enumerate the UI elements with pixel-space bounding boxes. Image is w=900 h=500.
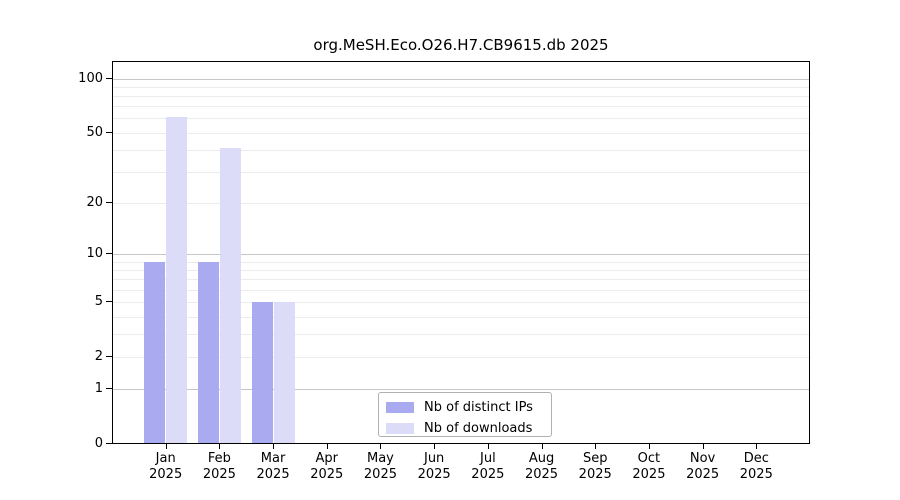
x-tick-label-Jan: Jan 2025 [139, 451, 193, 483]
x-tick-label-Apr: Apr 2025 [300, 451, 354, 483]
gridline-y-60 [113, 118, 809, 120]
legend-swatch-downloads [386, 422, 414, 434]
bar-downloads-Feb [219, 148, 241, 443]
x-tick-label-Aug: Aug 2025 [515, 451, 569, 483]
x-tick-mark-May [380, 444, 382, 449]
y-tick-label-10: 10 [86, 246, 103, 262]
legend-swatch-distinct-ips [386, 401, 414, 413]
x-tick-year: 2025 [149, 467, 183, 482]
x-tick-year: 2025 [417, 467, 451, 482]
x-tick-year: 2025 [686, 467, 720, 482]
y-tick-mark-20 [106, 201, 112, 203]
y-tick-mark-1 [106, 388, 112, 390]
y-tick-label-20: 20 [86, 194, 103, 210]
gridline-y-2 [113, 356, 809, 358]
gridline-y-40 [113, 149, 809, 151]
gridline-y-90 [113, 86, 809, 88]
x-tick-year: 2025 [578, 467, 612, 482]
x-tick-mark-Jul [487, 444, 489, 449]
gridline-y-70 [113, 106, 809, 108]
gridline-y-80 [113, 95, 809, 97]
x-tick-year: 2025 [363, 467, 397, 482]
x-tick-mark-Jun [434, 444, 436, 449]
x-tick-month: Jul [480, 451, 496, 466]
x-tick-mark-Sep [595, 444, 597, 449]
x-tick-month: Apr [315, 451, 339, 466]
x-tick-year: 2025 [524, 467, 559, 482]
x-tick-year: 2025 [202, 467, 236, 482]
x-tick-label-Feb: Feb 2025 [192, 451, 246, 483]
bar-distinct-ips-Mar [251, 302, 273, 443]
x-tick-year: 2025 [471, 467, 505, 482]
legend-item-distinct-ips: Nb of distinct IPs [379, 398, 551, 416]
x-tick-year: 2025 [256, 467, 290, 482]
x-tick-month: Aug [528, 451, 555, 466]
x-tick-year: 2025 [310, 467, 344, 482]
x-tick-label-Mar: Mar 2025 [246, 451, 300, 483]
bar-downloads-Mar [273, 302, 295, 443]
x-tick-label-Jul: Jul 2025 [461, 451, 515, 483]
x-tick-mark-Nov [702, 444, 704, 449]
plot-area [112, 61, 810, 444]
y-tick-mark-5 [106, 301, 112, 303]
gridline-y-50 [113, 132, 809, 134]
gridline-y-10 [113, 254, 809, 256]
gridline-y-6 [113, 289, 809, 291]
gridline-y-1 [113, 389, 809, 391]
x-tick-month: Jun [423, 451, 445, 466]
y-tick-label-0: 0 [94, 436, 103, 451]
x-tick-mark-Feb [219, 444, 221, 449]
gridline-y-7 [113, 279, 809, 281]
gridline-y-9 [113, 261, 809, 263]
x-tick-month: Sep [582, 451, 608, 466]
y-tick-mark-100 [106, 77, 112, 79]
y-tick-mark-10 [106, 253, 112, 255]
legend-label: Nb of downloads [424, 420, 533, 436]
x-tick-mark-Mar [273, 444, 275, 449]
y-tick-label-1: 1 [94, 381, 103, 397]
bar-distinct-ips-Jan [144, 261, 166, 443]
gridline-y-20 [113, 202, 809, 204]
bar-distinct-ips-Feb [197, 261, 219, 443]
x-tick-month: May [367, 451, 394, 466]
y-tick-mark-50 [106, 131, 112, 133]
x-tick-label-Nov: Nov 2025 [676, 451, 730, 483]
x-tick-label-Dec: Dec 2025 [729, 451, 783, 483]
x-tick-month: Jan [155, 451, 176, 466]
x-tick-mark-Dec [756, 444, 758, 449]
x-tick-label-Sep: Sep 2025 [568, 451, 622, 483]
gridline-y-4 [113, 316, 809, 318]
gridline-y-3 [113, 334, 809, 336]
bar-downloads-Jan [166, 117, 188, 443]
legend: Nb of distinct IPs Nb of downloads [378, 392, 552, 437]
legend-label: Nb of distinct IPs [424, 399, 533, 415]
y-tick-label-100: 100 [78, 70, 103, 86]
x-tick-mark-Aug [541, 444, 543, 449]
x-tick-month: Mar [260, 451, 286, 466]
x-tick-mark-Jan [165, 444, 167, 449]
x-tick-month: Feb [207, 451, 231, 466]
gridline-y-30 [113, 172, 809, 174]
x-tick-label-Jun: Jun 2025 [407, 451, 461, 483]
legend-item-downloads: Nb of downloads [379, 419, 551, 437]
gridline-y-8 [113, 269, 809, 271]
y-tick-label-2: 2 [94, 348, 103, 364]
y-tick-mark-2 [106, 355, 112, 357]
x-tick-month: Nov [689, 451, 716, 466]
gridline-y-5 [113, 302, 809, 304]
x-tick-mark-Oct [648, 444, 650, 449]
x-tick-label-Oct: Oct 2025 [622, 451, 676, 483]
x-tick-month: Oct [637, 451, 661, 466]
y-tick-mark-0 [106, 443, 112, 444]
x-tick-label-May: May 2025 [353, 451, 407, 483]
gridline-y-100 [113, 78, 809, 80]
y-tick-label-50: 50 [86, 124, 103, 140]
y-tick-label-5: 5 [94, 294, 103, 310]
chart-title: org.MeSH.Eco.O26.H7.CB9615.db 2025 [313, 36, 609, 54]
x-tick-month: Dec [743, 451, 769, 466]
x-tick-year: 2025 [739, 467, 773, 482]
x-tick-year: 2025 [632, 467, 666, 482]
x-tick-mark-Apr [326, 444, 328, 449]
